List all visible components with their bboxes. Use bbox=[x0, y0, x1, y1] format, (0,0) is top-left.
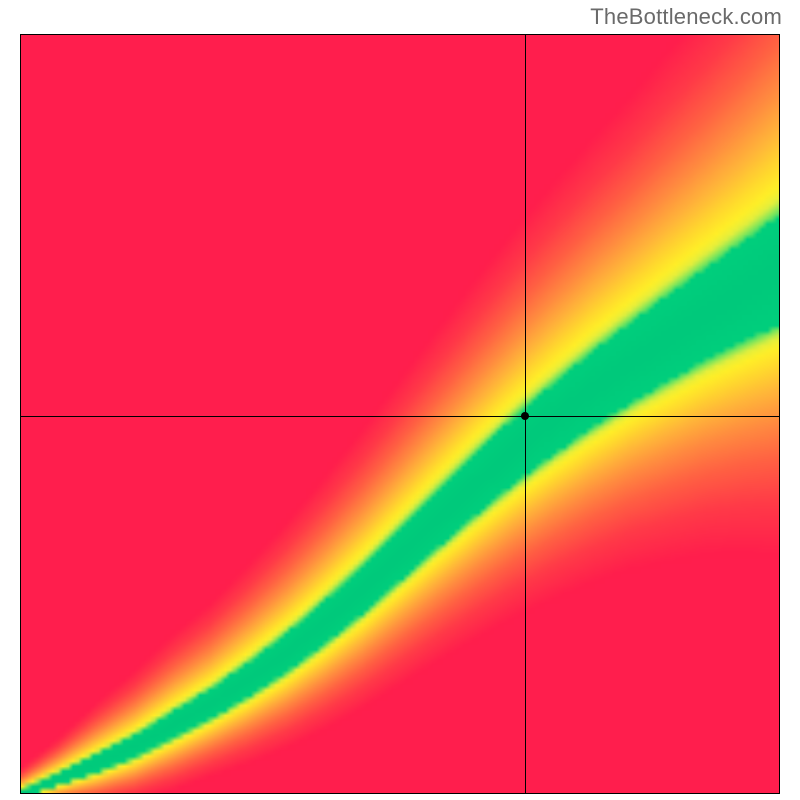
heatmap-canvas bbox=[20, 34, 780, 794]
heatmap-plot bbox=[20, 34, 780, 794]
watermark-label: TheBottleneck.com bbox=[590, 4, 782, 30]
page-root: TheBottleneck.com bbox=[0, 0, 800, 800]
